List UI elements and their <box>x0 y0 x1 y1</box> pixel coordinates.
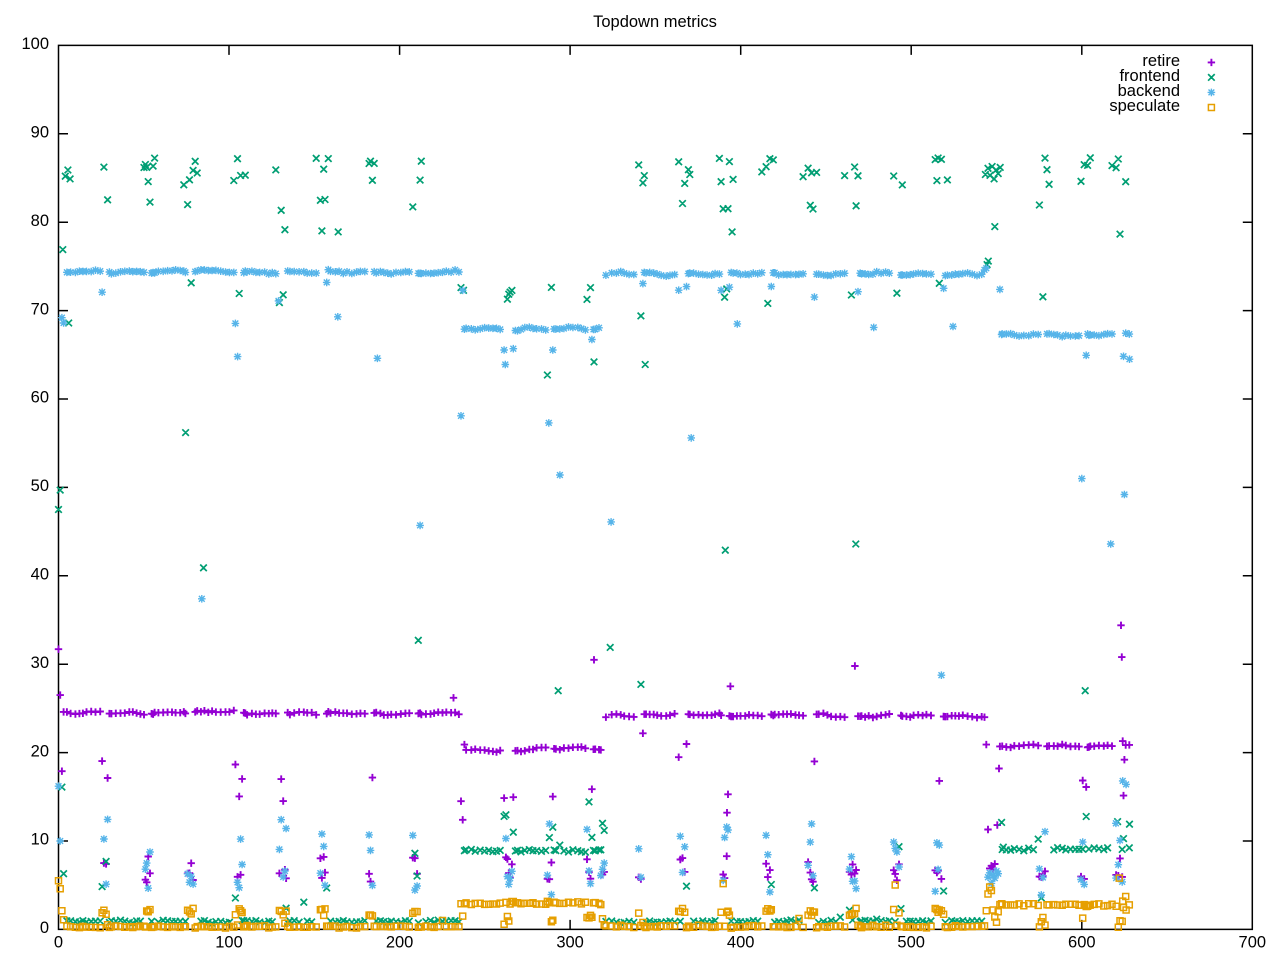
svg-text:80: 80 <box>31 212 49 230</box>
svg-text:700: 700 <box>1239 934 1267 952</box>
svg-text:90: 90 <box>31 124 49 142</box>
svg-text:30: 30 <box>31 654 49 672</box>
svg-text:600: 600 <box>1068 934 1096 952</box>
svg-text:60: 60 <box>31 389 49 407</box>
svg-text:retire: retire <box>1142 52 1180 70</box>
svg-text:70: 70 <box>31 300 49 318</box>
svg-text:20: 20 <box>31 742 49 760</box>
svg-text:0: 0 <box>40 919 49 937</box>
svg-text:200: 200 <box>386 934 414 952</box>
svg-text:Topdown metrics: Topdown metrics <box>593 13 717 31</box>
svg-text:speculate: speculate <box>1109 97 1180 115</box>
svg-text:100: 100 <box>21 35 49 53</box>
svg-text:10: 10 <box>31 831 49 849</box>
svg-text:500: 500 <box>897 934 925 952</box>
svg-text:300: 300 <box>556 934 584 952</box>
svg-text:100: 100 <box>215 934 243 952</box>
svg-text:backend: backend <box>1118 82 1180 100</box>
svg-text:40: 40 <box>31 566 49 584</box>
svg-text:400: 400 <box>727 934 755 952</box>
svg-text:0: 0 <box>54 934 63 952</box>
svg-text:frontend: frontend <box>1119 67 1180 85</box>
svg-text:50: 50 <box>31 477 49 495</box>
